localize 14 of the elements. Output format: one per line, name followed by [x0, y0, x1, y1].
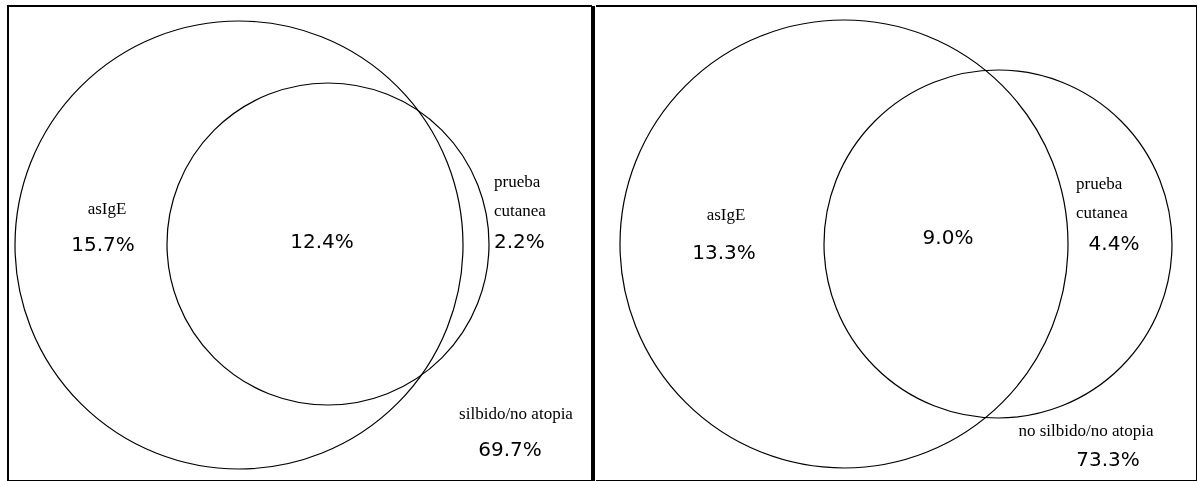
category-label: asIgE	[87, 199, 127, 219]
data-label: 2.2%	[494, 229, 545, 254]
data-label: 4.4%	[1088, 231, 1140, 256]
category-label: silbido/no atopia	[459, 404, 574, 424]
category-label: asIgE	[706, 205, 746, 225]
category-label: prueba cutanea	[1076, 174, 1129, 223]
category-label: no silbido/no atopia	[1018, 421, 1154, 441]
data-label: 15.7%	[71, 232, 135, 257]
data-label: 12.4%	[290, 229, 354, 254]
data-label: 69.7%	[478, 437, 542, 462]
data-label: 13.3%	[692, 240, 756, 265]
data-label: 9.0%	[922, 225, 974, 250]
data-label: 73.3%	[1076, 447, 1140, 472]
category-label: prueba cutanea	[494, 172, 547, 221]
